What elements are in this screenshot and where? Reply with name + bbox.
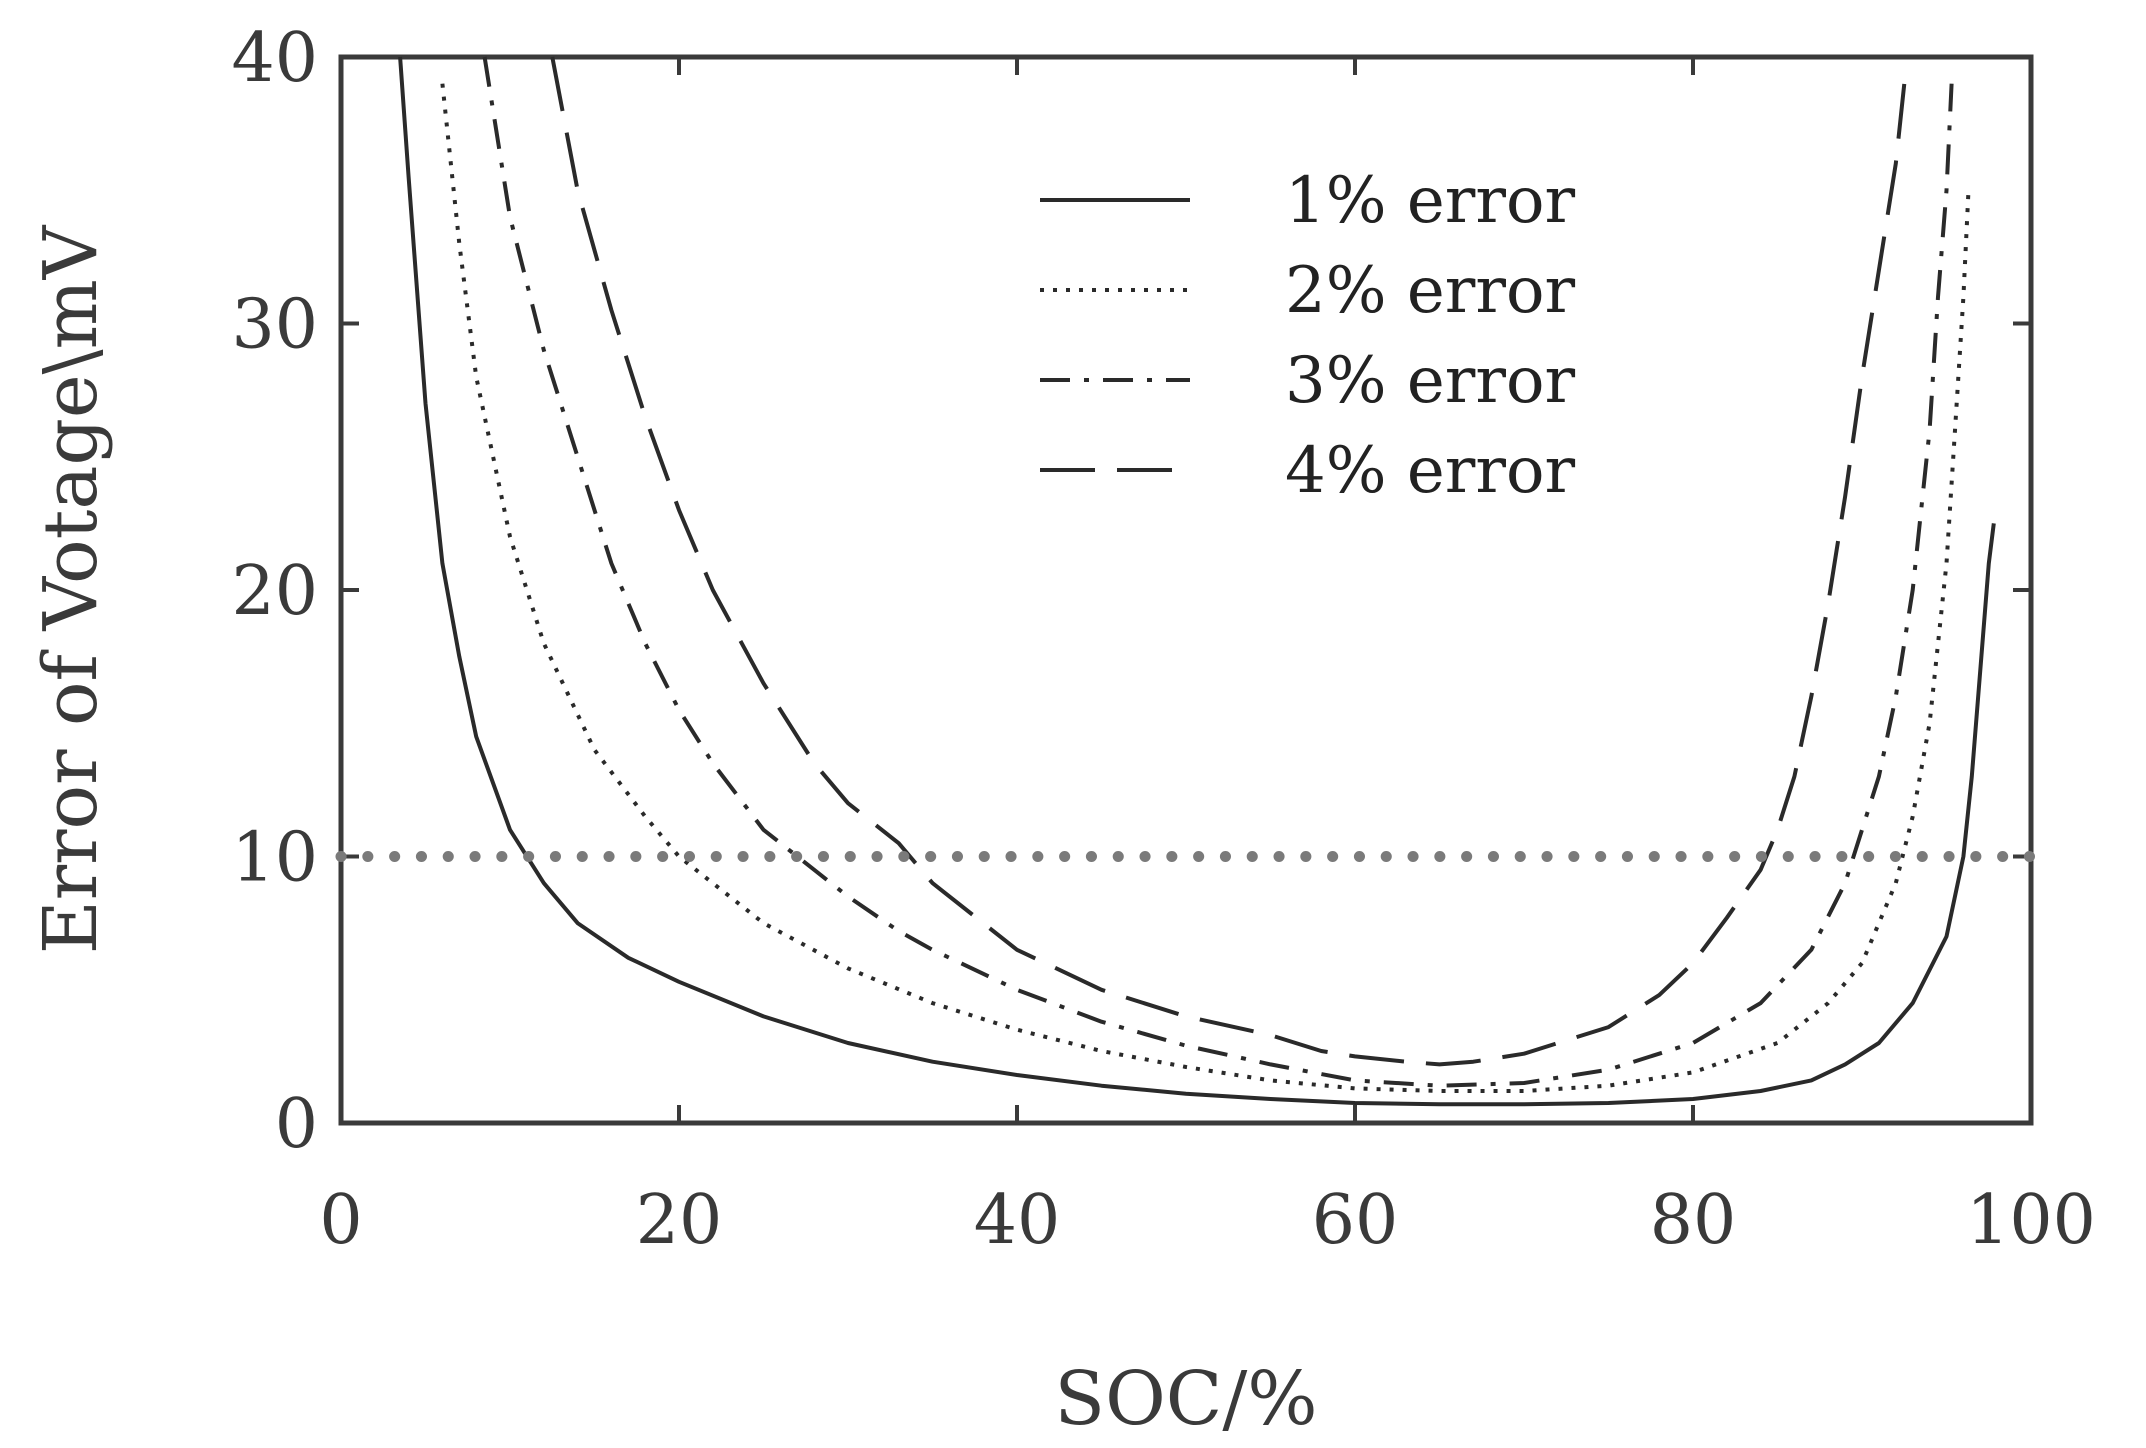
axis-tick-labels: 0 20 40 60 80 100 0 10 20 30 40 — [231, 19, 2095, 1260]
x-tick-label: 40 — [974, 1181, 1061, 1260]
x-tick-label: 20 — [636, 1181, 723, 1260]
x-tick-label: 0 — [319, 1181, 362, 1260]
legend-label: 4% error — [1285, 434, 1575, 508]
axis-ticks — [339, 55, 2033, 1125]
x-tick-label: 100 — [1966, 1181, 2096, 1260]
y-axis-title: Error of Votage\mV — [28, 224, 114, 954]
series-lines — [335, 56, 2037, 1107]
series-line-2 — [440, 83, 1971, 1093]
x-tick-label: 60 — [1312, 1181, 1399, 1260]
legend-label: 3% error — [1285, 344, 1575, 418]
legend-label: 1% error — [1285, 164, 1575, 238]
y-tick-label: 10 — [231, 819, 318, 898]
series-line-4 — [550, 56, 1907, 1067]
y-tick-label: 0 — [275, 1085, 318, 1164]
series-line-3 — [482, 56, 1954, 1088]
legend-label: 2% error — [1285, 254, 1575, 328]
series-line-1 — [398, 56, 1996, 1107]
x-tick-label: 80 — [1650, 1181, 1737, 1260]
y-tick-label: 40 — [231, 19, 318, 98]
y-tick-label: 30 — [231, 286, 318, 365]
legend: 1% error 2% error 3% error 4% error — [1040, 164, 1575, 508]
y-tick-label: 20 — [231, 552, 318, 631]
x-axis-title: SOC/% — [1054, 1356, 1317, 1442]
